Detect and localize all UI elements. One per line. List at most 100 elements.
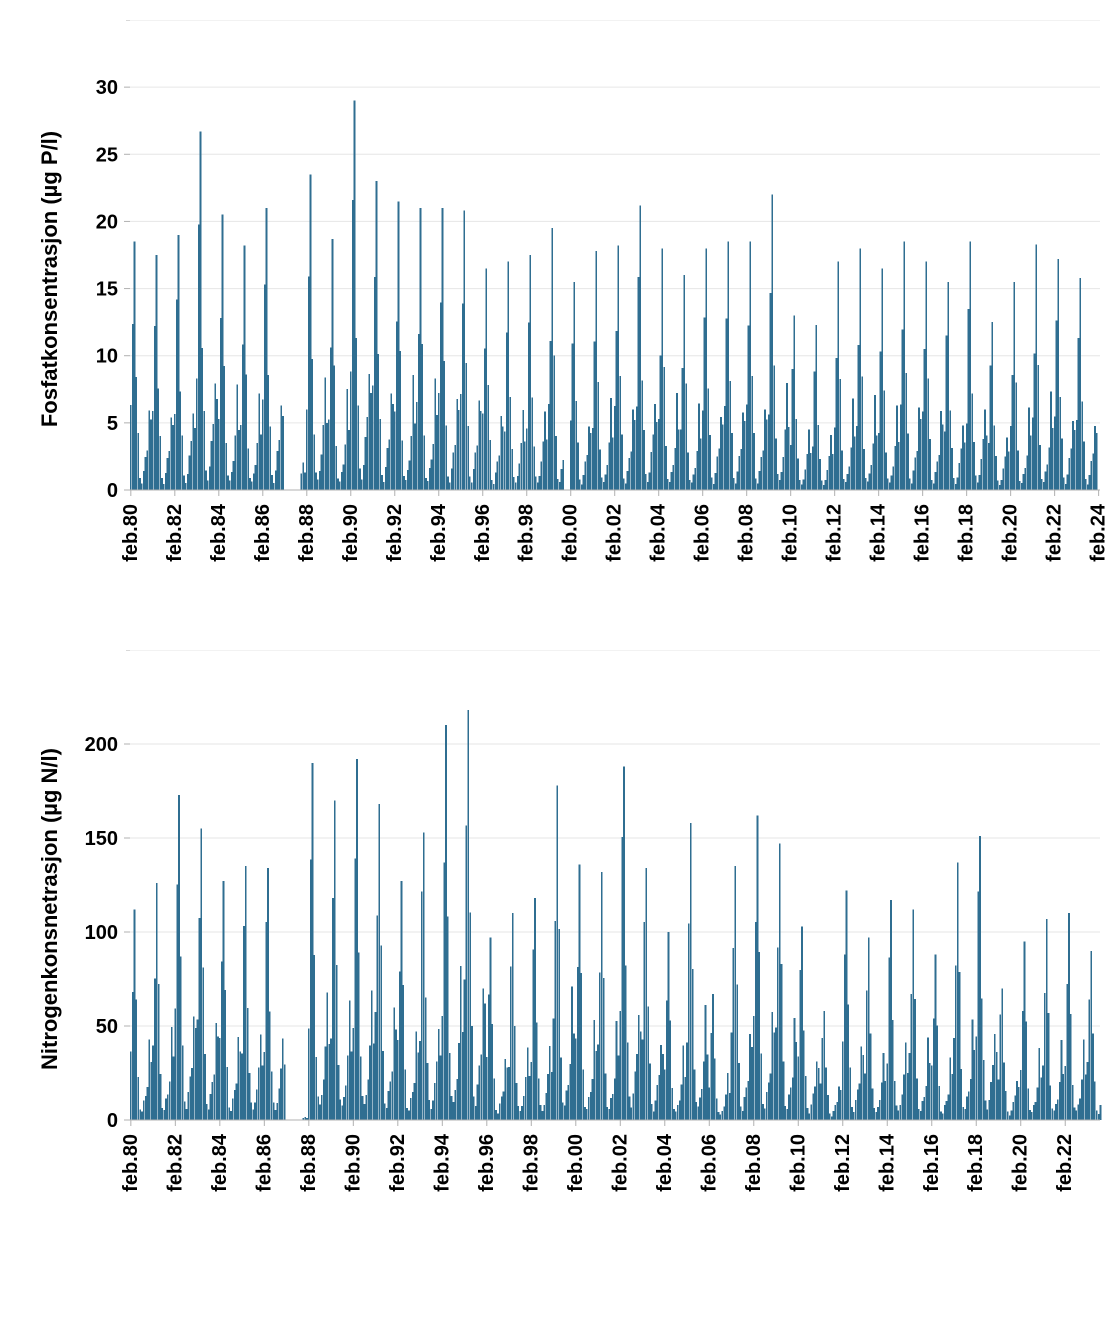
bar	[412, 375, 414, 490]
bar	[372, 385, 374, 490]
bar	[341, 472, 343, 490]
bar	[379, 419, 381, 490]
bar	[258, 394, 260, 490]
bar	[790, 1087, 792, 1120]
bar	[823, 485, 825, 490]
bar	[145, 1096, 147, 1120]
bar	[323, 1080, 325, 1120]
bar	[816, 1062, 818, 1120]
bar	[489, 440, 491, 490]
bar	[1023, 474, 1025, 490]
bar	[1079, 278, 1081, 490]
bar	[977, 483, 979, 490]
bar	[1089, 999, 1091, 1120]
bar	[998, 1080, 1000, 1120]
bar	[751, 376, 753, 490]
bar	[855, 1100, 857, 1120]
bar	[662, 248, 664, 490]
bar	[747, 1081, 749, 1120]
bar	[205, 470, 207, 490]
bar	[179, 391, 181, 490]
bar	[421, 344, 423, 490]
bar	[1098, 1114, 1100, 1120]
bar	[1028, 407, 1030, 490]
bar	[962, 425, 964, 490]
bar	[546, 439, 548, 490]
bar	[736, 985, 738, 1120]
bar	[684, 275, 686, 490]
bar	[425, 997, 427, 1120]
bar	[983, 1060, 985, 1120]
x-tick-label: feb.02	[604, 504, 626, 562]
bar	[333, 366, 335, 490]
bar	[653, 1111, 655, 1120]
bar	[167, 458, 169, 490]
bar	[878, 433, 880, 490]
bar	[935, 955, 937, 1120]
bar	[513, 477, 515, 490]
bar	[1052, 428, 1054, 490]
bar	[720, 417, 722, 490]
x-tick-label: feb.16	[912, 504, 934, 562]
bar	[350, 371, 352, 490]
bar	[182, 1045, 184, 1120]
bar	[266, 208, 268, 490]
bar	[585, 461, 587, 490]
bar	[931, 480, 933, 490]
bar	[430, 1109, 432, 1120]
y-tick-label: 5	[107, 413, 118, 435]
bar	[566, 1091, 568, 1120]
bar	[614, 406, 616, 490]
bar	[890, 900, 892, 1120]
bar	[971, 394, 973, 490]
x-tick-label: feb.22	[1044, 504, 1066, 562]
bar	[892, 1020, 894, 1120]
bar	[330, 1038, 332, 1120]
bar	[1010, 426, 1012, 490]
bar	[899, 1105, 901, 1120]
bar	[1005, 1091, 1007, 1120]
bar	[852, 399, 854, 490]
bar	[790, 445, 792, 490]
bar	[407, 470, 409, 490]
bar	[918, 1109, 920, 1120]
bar	[927, 1038, 929, 1120]
bar	[548, 404, 550, 490]
bar	[1092, 1034, 1094, 1120]
bar	[227, 476, 229, 490]
bar	[176, 885, 178, 1120]
chart-svg: 05101520253035feb.80feb.82feb.84feb.86fe…	[20, 20, 1105, 610]
bar	[748, 325, 750, 490]
bar	[1012, 1102, 1014, 1120]
bar	[975, 1037, 977, 1120]
bar	[674, 448, 676, 490]
bar	[223, 881, 225, 1120]
bar	[838, 1086, 840, 1120]
bar	[686, 1043, 688, 1120]
bar	[509, 397, 511, 490]
bar	[256, 1090, 258, 1120]
bar	[691, 483, 693, 490]
bar	[1063, 1074, 1065, 1120]
bar	[922, 1101, 924, 1120]
bar	[167, 1094, 169, 1120]
bar	[577, 442, 579, 490]
x-tick-label: feb.86	[252, 504, 274, 562]
bar	[445, 425, 447, 490]
bar	[788, 1095, 790, 1120]
bar	[671, 1088, 673, 1120]
bar	[654, 404, 656, 490]
bar	[1003, 1063, 1005, 1120]
bar	[942, 424, 944, 490]
bar	[625, 966, 627, 1120]
bar	[212, 1082, 214, 1120]
bar	[979, 475, 981, 490]
bar	[161, 478, 163, 490]
bar	[526, 428, 528, 490]
bar	[607, 465, 609, 490]
bar	[375, 1012, 377, 1120]
bar	[668, 932, 670, 1120]
bar	[701, 1089, 703, 1120]
bar	[337, 478, 339, 490]
bar	[1061, 1040, 1063, 1120]
